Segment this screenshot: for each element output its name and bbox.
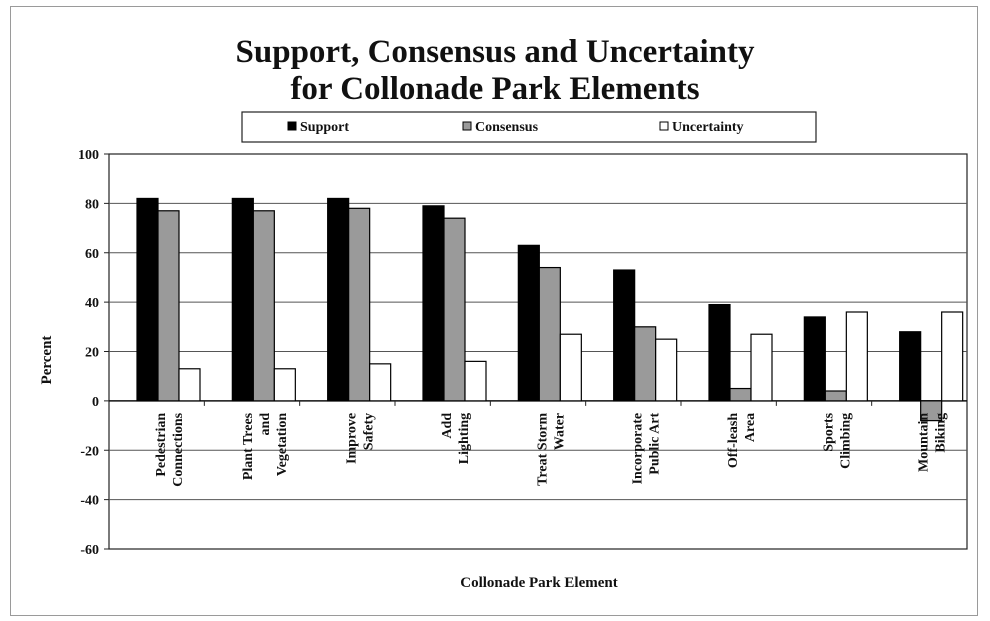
y-axis-title: Percent <box>39 336 55 385</box>
bar-consensus <box>538 266 561 402</box>
legend-swatch-support <box>287 121 297 131</box>
legend-box <box>241 111 817 143</box>
bar-consensus <box>157 210 180 402</box>
y-tick-label: -60 <box>80 543 99 558</box>
bar-uncertainty <box>464 360 487 402</box>
chart-title-line-1: Support, Consensus and Uncertainty <box>236 34 755 70</box>
bar-consensus <box>824 390 847 402</box>
bar-support <box>422 205 445 402</box>
x-category-label: Treat Storm <box>535 413 550 486</box>
y-tick-label: 100 <box>78 148 99 163</box>
legend: Support Consensus Uncertainty <box>241 111 817 143</box>
x-category-label: Improve <box>345 413 360 464</box>
bar-support <box>708 303 731 402</box>
bar-consensus <box>443 217 466 402</box>
y-tick-label: 40 <box>85 296 99 311</box>
x-category-label: and <box>258 413 273 436</box>
x-category-label: Mountain <box>917 413 932 472</box>
x-category-label: Pedestrian <box>154 413 169 477</box>
y-tick-label: 80 <box>85 197 99 212</box>
bar-support <box>327 197 350 402</box>
bar-uncertainty <box>845 311 868 402</box>
bar-consensus <box>252 210 275 402</box>
x-category-label: Plant Trees <box>241 412 256 480</box>
bar-consensus <box>634 326 657 402</box>
legend-swatch-consensus <box>462 121 472 131</box>
x-category-label: Public Art <box>648 413 663 475</box>
bar-uncertainty <box>941 311 964 402</box>
bar-uncertainty <box>655 338 678 402</box>
bar-support <box>517 244 540 402</box>
chart-frame: Support, Consensus and Uncertainty for C… <box>10 6 978 616</box>
x-category-label: Incorporate <box>631 413 646 485</box>
x-category-label: Lighting <box>457 413 472 464</box>
legend-label-consensus: Consensus <box>475 120 539 135</box>
x-axis-title: Collonade Park Element <box>460 575 618 591</box>
y-tick-label: -20 <box>80 444 99 459</box>
x-category-label: Sports <box>821 412 836 451</box>
x-category-label: Climbing <box>838 413 853 469</box>
x-category-label: Connections <box>171 412 186 486</box>
legend-label-uncertainty: Uncertainty <box>672 120 744 135</box>
bar-support <box>899 331 922 402</box>
y-tick-label: 20 <box>85 346 99 361</box>
bar-uncertainty <box>273 368 296 402</box>
y-tick-label: -40 <box>80 494 99 509</box>
bar-support <box>231 197 254 402</box>
x-category-label: Off-leash <box>726 413 741 468</box>
x-category-label: Area <box>743 413 758 442</box>
legend-swatch-uncertainty <box>659 121 669 131</box>
x-category-label: Biking <box>934 413 949 453</box>
bar-uncertainty <box>750 333 773 402</box>
bar-uncertainty <box>369 363 392 402</box>
bar-support <box>803 316 826 402</box>
x-category-label: Safety <box>362 413 377 450</box>
bar-support <box>613 269 636 402</box>
bar-consensus <box>729 387 752 402</box>
bar-uncertainty <box>178 368 201 402</box>
x-category-label: Water <box>552 413 567 450</box>
bar-support <box>136 197 159 402</box>
bar-chart: Support, Consensus and Uncertainty for C… <box>39 34 968 591</box>
y-tick-label: 60 <box>85 247 99 262</box>
legend-label-support: Support <box>300 120 349 135</box>
chart-title-line-2: for Collonade Park Elements <box>290 71 699 107</box>
y-tick-label: 0 <box>92 395 99 410</box>
plot-area: 100 80 60 40 20 0 -20 -40 -60 Pedestrian Connectio… <box>78 148 968 558</box>
x-category-label: Add <box>440 413 455 439</box>
bar-consensus <box>348 207 371 402</box>
x-category-label: Vegetation <box>275 413 290 476</box>
bar-uncertainty <box>559 333 582 402</box>
bar-consensus <box>920 400 943 422</box>
